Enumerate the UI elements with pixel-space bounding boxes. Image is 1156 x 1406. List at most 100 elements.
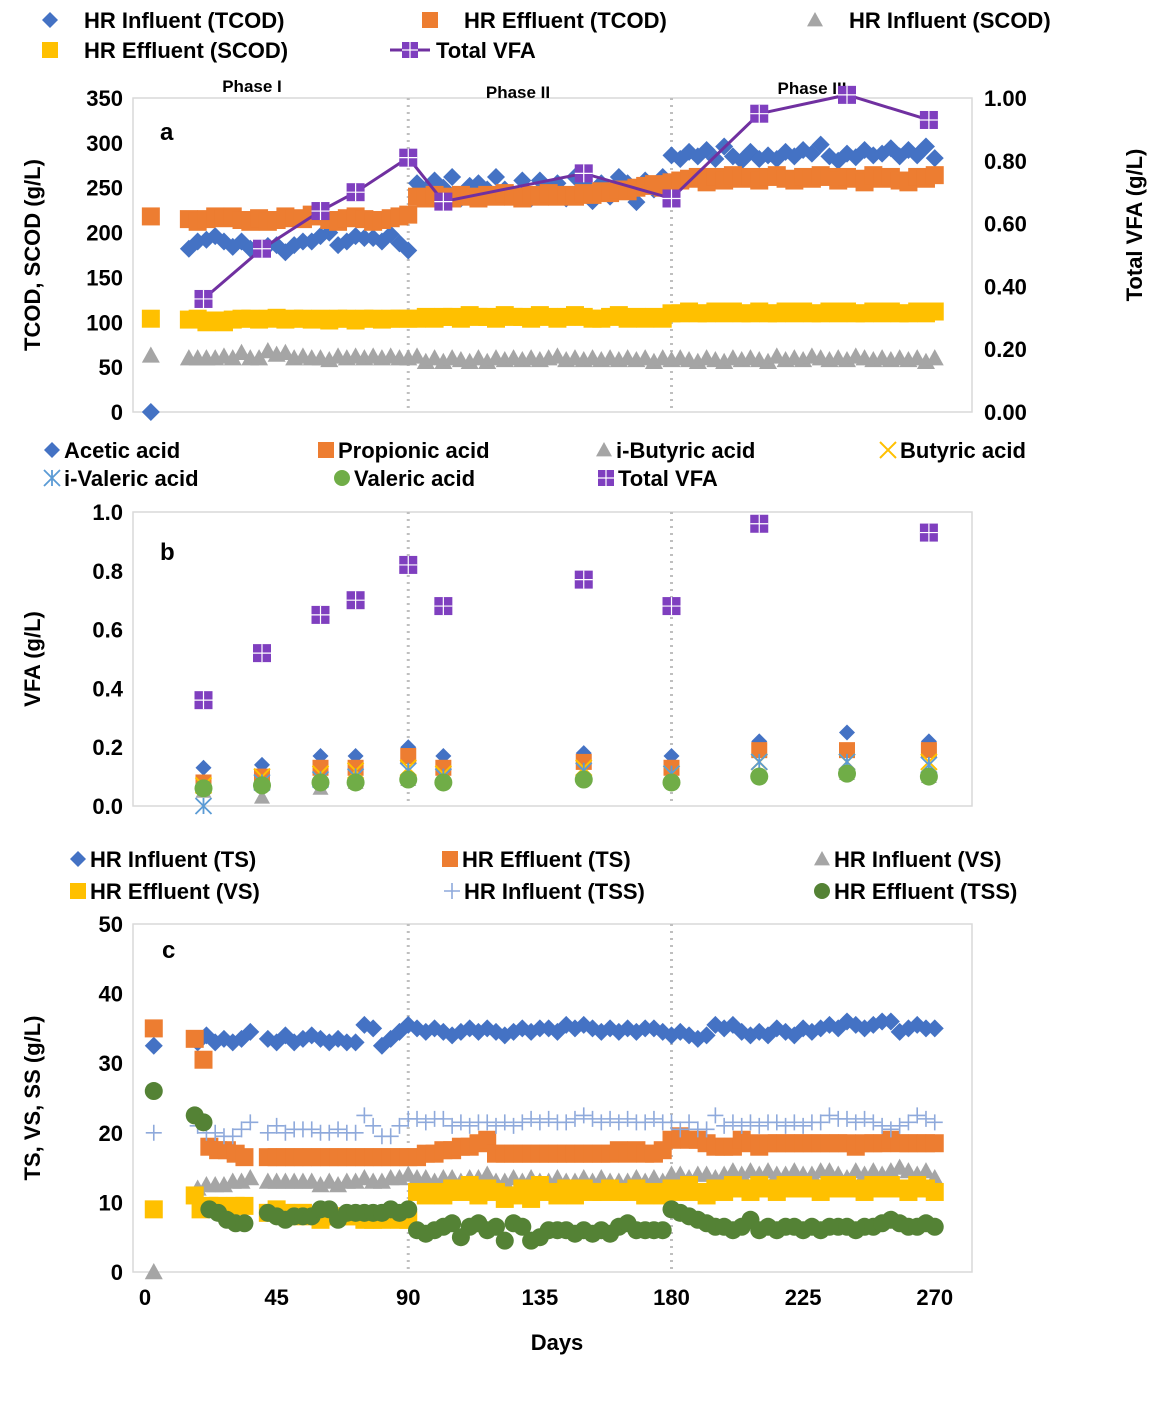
legend-entry: HR Influent (TCOD): [42, 8, 284, 33]
y2-tick-label: 1.00: [984, 86, 1027, 111]
data-point: [513, 1217, 532, 1236]
data-point: [321, 1124, 338, 1141]
vfa-marker-cross: [750, 104, 769, 123]
data-point: [185, 1186, 204, 1205]
legend-marker: [814, 883, 830, 899]
data-point: [681, 1114, 698, 1131]
panel-letter-c: c: [162, 937, 175, 964]
data-point: [839, 724, 855, 741]
data-point: [540, 1110, 557, 1127]
data-point: [919, 523, 938, 542]
data-point: [479, 1114, 496, 1131]
data-point: [847, 1114, 864, 1131]
data-point: [399, 770, 418, 789]
vfa-marker-cross: [919, 523, 938, 542]
data-point: [882, 1121, 899, 1138]
legend-marker: [402, 42, 418, 58]
legend-marker: [70, 851, 86, 867]
data-point: [399, 1200, 418, 1219]
data-point: [653, 1221, 672, 1240]
data-point: [233, 1121, 250, 1138]
x-tick-label: 135: [522, 1285, 559, 1310]
legend-label: HR Effluent (TS): [462, 847, 631, 872]
data-point: [662, 597, 681, 616]
y-tick-label: 350: [86, 86, 123, 111]
data-point: [926, 1114, 943, 1131]
data-point: [925, 166, 944, 185]
data-point: [925, 349, 944, 366]
data-point: [250, 349, 269, 366]
data-point: [478, 1165, 497, 1182]
vfa-marker-cross: [919, 110, 938, 129]
legend-entry: i-Butyric acid: [596, 438, 755, 463]
data-point: [434, 773, 453, 792]
data-point: [141, 403, 160, 421]
y-tick-label: 0.0: [92, 794, 123, 819]
data-point: [399, 205, 418, 224]
data-point: [865, 1114, 882, 1131]
legend-label: HR Influent (SCOD): [849, 8, 1051, 33]
vfa-marker-cross: [434, 192, 453, 211]
series-4: [145, 1107, 943, 1145]
y2-axis-label: Total VFA (g/L): [1122, 149, 1147, 302]
legend-label: HR Effluent (TCOD): [464, 8, 667, 33]
x-tick-label: 90: [396, 1285, 420, 1310]
data-point: [443, 167, 462, 186]
x-axis-label: Days: [531, 1330, 584, 1355]
data-point: [242, 1114, 259, 1131]
legend-label: Valeric acid: [354, 466, 475, 491]
data-point: [235, 1214, 254, 1233]
y-tick-label: 200: [86, 221, 123, 246]
data-point: [750, 104, 769, 123]
series-4: [194, 85, 938, 308]
data-point: [663, 1114, 680, 1131]
series-3: [141, 302, 944, 332]
data-point: [523, 1110, 540, 1127]
legend-label: HR Effluent (VS): [90, 879, 260, 904]
data-point: [697, 1026, 716, 1045]
legend-entry: Propionic acid: [318, 438, 490, 463]
data-point: [839, 742, 855, 759]
data-point: [194, 797, 213, 815]
legend-entry: HR Effluent (TS): [442, 847, 631, 872]
data-point: [645, 1110, 662, 1127]
legend-label: HR Influent (TS): [90, 847, 256, 872]
y2-tick-label: 0.80: [984, 149, 1027, 174]
data-point: [346, 773, 365, 792]
data-point: [330, 1121, 347, 1138]
data-point: [144, 1082, 163, 1101]
data-point: [768, 1114, 785, 1131]
y-tick-label: 0.2: [92, 735, 123, 760]
data-point: [235, 1196, 254, 1215]
legend-marker: [814, 851, 830, 866]
data-point: [856, 1110, 873, 1127]
data-point: [750, 753, 768, 771]
data-point: [461, 1117, 478, 1134]
legend-entry: HR Effluent (SCOD): [42, 38, 288, 63]
data-point: [864, 1015, 883, 1034]
data-point: [751, 1117, 768, 1134]
vfa-marker-cross: [253, 644, 271, 663]
vfa-marker-cross: [253, 239, 271, 258]
data-point: [195, 759, 212, 776]
data-point: [346, 1033, 365, 1052]
vfa-marker-cross: [434, 597, 453, 616]
data-point: [751, 742, 768, 759]
data-point: [488, 1117, 504, 1134]
legend-entry: HR Influent (VS): [814, 847, 1001, 872]
legend-marker: [318, 442, 334, 458]
series-5: [194, 764, 938, 798]
data-point: [194, 289, 213, 308]
legend-label: i-Butyric acid: [616, 438, 755, 463]
y2-tick-label: 0.20: [984, 337, 1027, 362]
data-point: [795, 1117, 812, 1134]
data-point: [444, 1117, 461, 1134]
legend-entry: HR Influent (TS): [70, 847, 256, 872]
data-point: [881, 1012, 900, 1031]
phase-label: Phase I: [222, 77, 282, 96]
legend-marker: [442, 851, 458, 867]
legend-entry: HR Effluent (TSS): [814, 879, 1017, 904]
data-point: [312, 759, 329, 776]
data-point: [400, 748, 417, 765]
data-point: [207, 1124, 224, 1141]
